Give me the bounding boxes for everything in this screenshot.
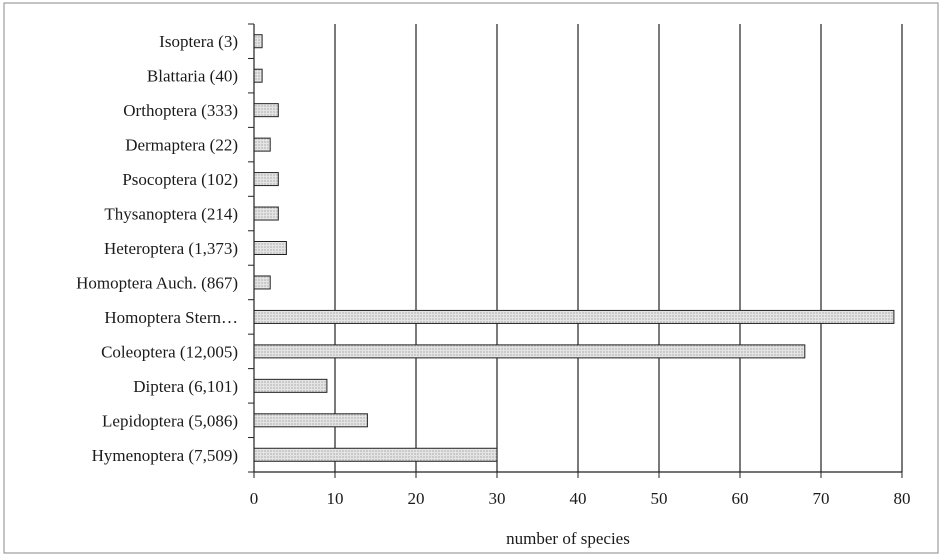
bar-10 bbox=[253, 378, 328, 393]
x-tick-label-10: 10 bbox=[327, 489, 344, 508]
axes bbox=[248, 23, 903, 478]
category-label-6: Heteroptera (1,373) bbox=[104, 239, 238, 258]
x-tick-label-70: 70 bbox=[813, 489, 830, 508]
category-label-12: Hymenoptera (7,509) bbox=[92, 446, 238, 465]
bar-8 bbox=[253, 309, 895, 324]
category-label-10: Diptera (6,101) bbox=[133, 377, 238, 396]
bar-4 bbox=[253, 172, 279, 187]
bar-1 bbox=[253, 68, 263, 83]
bar-6 bbox=[253, 241, 287, 255]
bar-0 bbox=[253, 34, 263, 49]
x-tick-label-80: 80 bbox=[894, 489, 911, 508]
bar-11 bbox=[253, 413, 368, 428]
bar-7 bbox=[253, 275, 271, 290]
gridlines bbox=[334, 24, 903, 472]
category-label-8: Homoptera Stern… bbox=[104, 308, 238, 327]
bar-9 bbox=[253, 344, 806, 359]
category-label-7: Homoptera Auch. (867) bbox=[76, 273, 238, 292]
category-label-4: Psocoptera (102) bbox=[122, 170, 238, 189]
bars bbox=[253, 34, 895, 462]
category-labels: Isoptera (3) Blattaria (40) Orthoptera (33… bbox=[76, 32, 238, 465]
x-tick-label-0: 0 bbox=[250, 489, 259, 508]
category-label-2: Orthoptera (333) bbox=[123, 101, 238, 120]
x-tick-label-20: 20 bbox=[408, 489, 425, 508]
x-tick-labels: 0 10 20 30 40 50 60 70 80 bbox=[250, 489, 911, 508]
bar-12 bbox=[253, 447, 498, 462]
bar-3 bbox=[253, 137, 271, 152]
x-tick-label-50: 50 bbox=[651, 489, 668, 508]
x-axis-title: number of species bbox=[506, 529, 630, 548]
category-label-5: Thysanoptera (214) bbox=[104, 205, 238, 224]
category-label-1: Blattaria (40) bbox=[147, 67, 238, 86]
x-tick-label-60: 60 bbox=[732, 489, 749, 508]
category-label-3: Dermaptera (22) bbox=[125, 136, 238, 155]
x-tick-label-30: 30 bbox=[489, 489, 506, 508]
category-label-0: Isoptera (3) bbox=[159, 32, 238, 51]
bar-5 bbox=[253, 206, 279, 221]
bar-2 bbox=[253, 103, 279, 118]
category-label-9: Coleoptera (12,005) bbox=[101, 342, 238, 361]
category-label-11: Lepidoptera (5,086) bbox=[102, 411, 238, 430]
x-tick-label-40: 40 bbox=[570, 489, 587, 508]
